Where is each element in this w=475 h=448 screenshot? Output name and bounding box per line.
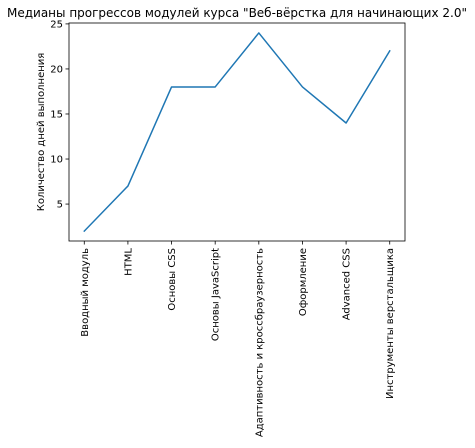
x-tick-label: HTML	[123, 248, 134, 276]
plot-frame	[69, 23, 405, 241]
y-tick-label: 10	[50, 155, 63, 166]
series	[84, 33, 389, 231]
x-tick-label: Вводный модуль	[80, 248, 91, 337]
x-tick-label: Оформление	[298, 248, 309, 316]
y-tick-label: 25	[50, 19, 63, 30]
y-tick-label: 5	[57, 200, 63, 211]
y-tick-label: 15	[50, 109, 63, 120]
series-line	[84, 33, 389, 231]
x-tick-label: Advanced CSS	[342, 248, 353, 320]
ticks: 5 10 15 20 25 Вводный модуль HTML Основы CSS Осн…	[50, 19, 396, 437]
x-tick-label: Основы JavaScript	[211, 248, 222, 341]
y-axis-label: Количество дней выполнения	[36, 53, 47, 212]
x-tick-label: Адаптивность и кроссбраузерность	[254, 248, 265, 437]
x-tick-label: Основы CSS	[167, 248, 178, 311]
y-tick-label: 20	[50, 64, 63, 75]
chart-title: Медианы прогрессов модулей курса "Веб-вё…	[7, 6, 467, 20]
axes	[69, 23, 405, 241]
x-tick-label: Инструменты верстальщика	[385, 248, 396, 399]
